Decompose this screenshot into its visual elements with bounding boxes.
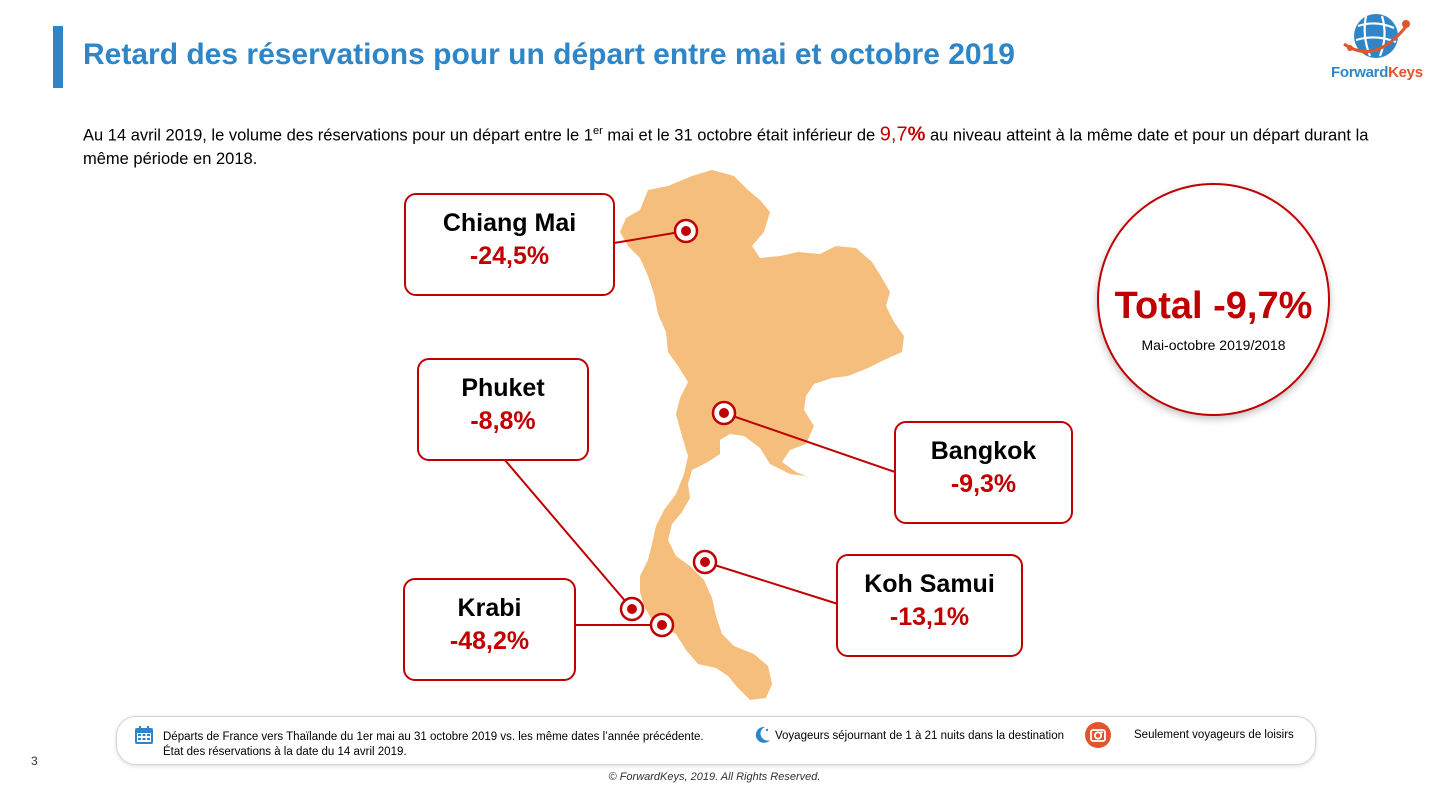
page-title: Retard des réservations pour un départ e… <box>83 38 1015 71</box>
city-name: Chiang Mai <box>442 209 577 237</box>
city-value: -24,5% <box>469 242 550 270</box>
city-name: Phuket <box>461 374 545 402</box>
total-value: Total -9,7% <box>1114 285 1313 327</box>
footer-note-nights: Voyageurs séjournant de 1 à 21 nuits dan… <box>775 730 1064 742</box>
city-name: Krabi <box>457 594 522 622</box>
intro-sup: er <box>592 125 603 137</box>
leader-line-koh-samui <box>704 561 839 605</box>
copyright: © ForwardKeys, 2019. All Rights Reserved… <box>608 771 821 783</box>
logo-text: ForwardKeys <box>1331 64 1423 81</box>
intro-paragraph: Au 14 avril 2019, le volume des réservat… <box>83 120 1373 171</box>
city-value: -8,8% <box>470 407 536 435</box>
city-card-bangkok: Bangkok -9,3% <box>894 421 1073 524</box>
intro-highlight: 9,7% <box>880 124 926 146</box>
leader-line-bangkok <box>723 412 896 473</box>
city-card-krabi: Krabi -48,2% <box>403 578 576 681</box>
total-circle: Total -9,7% Mai-octobre 2019/2018 <box>1097 183 1330 416</box>
city-name: Bangkok <box>930 437 1037 465</box>
thailand-shape <box>620 170 904 700</box>
intro-text-1: Au 14 avril 2019, le volume des réservat… <box>83 126 593 145</box>
footer-note-leisure: Seulement voyageurs de loisirs <box>1134 729 1294 741</box>
footer-note-period-line1: Départs de France vers Thaïlande du 1er … <box>163 731 704 743</box>
globe-logo-icon <box>1343 14 1410 58</box>
page-number: 3 <box>31 754 38 768</box>
target-marker-icon <box>692 549 718 575</box>
footer-note-period-line2: État des réservations à la date du 14 av… <box>163 746 407 758</box>
footer-note-period: Départs de France vers Thaïlande du 1er … <box>163 730 704 760</box>
city-card-chiang-mai: Chiang Mai -24,5% <box>404 193 615 296</box>
camera-icon <box>1085 722 1111 748</box>
footer-notes <box>116 716 1316 765</box>
intro-text-2: mai et le 31 octobre était inférieur de <box>602 126 880 145</box>
target-marker-icon <box>619 596 645 622</box>
logo-text-keys: Keys <box>1388 64 1423 81</box>
leader-line-phuket <box>503 458 633 610</box>
city-card-phuket: Phuket -8,8% <box>417 358 589 461</box>
target-marker-icon <box>711 400 737 426</box>
calendar-icon <box>135 726 153 744</box>
city-value: -13,1% <box>889 603 970 631</box>
total-period: Mai-octobre 2019/2018 <box>1141 337 1286 353</box>
moon-icon <box>755 726 770 743</box>
city-value: -48,2% <box>449 627 530 655</box>
city-card-koh-samui: Koh Samui -13,1% <box>836 554 1023 657</box>
title-accent-bar <box>53 26 63 88</box>
intro-text-3: au niveau atteint à la même date et pour… <box>83 126 1369 168</box>
city-name: Koh Samui <box>864 570 995 598</box>
city-value: -9,3% <box>950 470 1017 498</box>
target-marker-icon <box>649 612 675 638</box>
intro-highlight-percent: % <box>907 123 926 146</box>
intro-highlight-number: 9,7 <box>879 123 908 146</box>
logo-text-forward: Forward <box>1331 64 1389 81</box>
target-marker-icon <box>673 218 699 244</box>
